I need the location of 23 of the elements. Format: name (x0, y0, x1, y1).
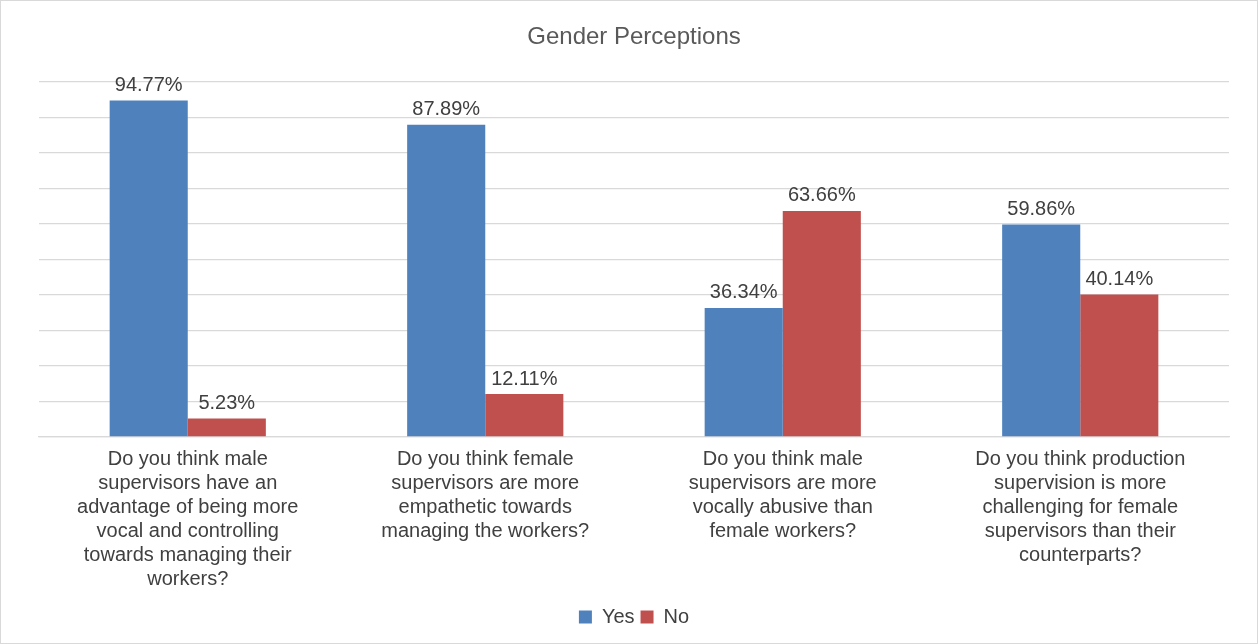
bar (485, 393, 564, 437)
bar (187, 418, 266, 437)
data-label: 63.66% (787, 183, 856, 206)
bar (1002, 224, 1081, 437)
data-label: 59.86% (1007, 196, 1076, 219)
x-tick-label: Do you think male supervisors are more vocally abusive than female workers? (688, 446, 877, 541)
data-label: 94.77% (114, 72, 183, 95)
x-tick-label: Do you think production supervision is more challenging for female supervisors than their counterparts? (975, 446, 1186, 565)
bar (782, 210, 861, 437)
data-label: 40.14% (1085, 266, 1154, 289)
bar (1080, 294, 1159, 437)
bar (109, 100, 188, 437)
chart-title: Gender Perceptions (527, 22, 741, 50)
x-tick-label: Do you think female supervisors are more empathetic towards managing the workers? (381, 446, 590, 541)
bar (407, 124, 486, 437)
data-label: 36.34% (709, 280, 778, 303)
data-label: 5.23% (198, 390, 256, 413)
legend-label: No (663, 604, 690, 627)
x-tick-label: Do you think male supervisors have an advantage of being more vocal and controlling towards managing their workers? (77, 446, 299, 589)
data-label: 87.89% (412, 97, 481, 120)
data-label: 12.11% (491, 366, 558, 389)
bar (704, 307, 783, 437)
legend-label: Yes (601, 604, 635, 627)
